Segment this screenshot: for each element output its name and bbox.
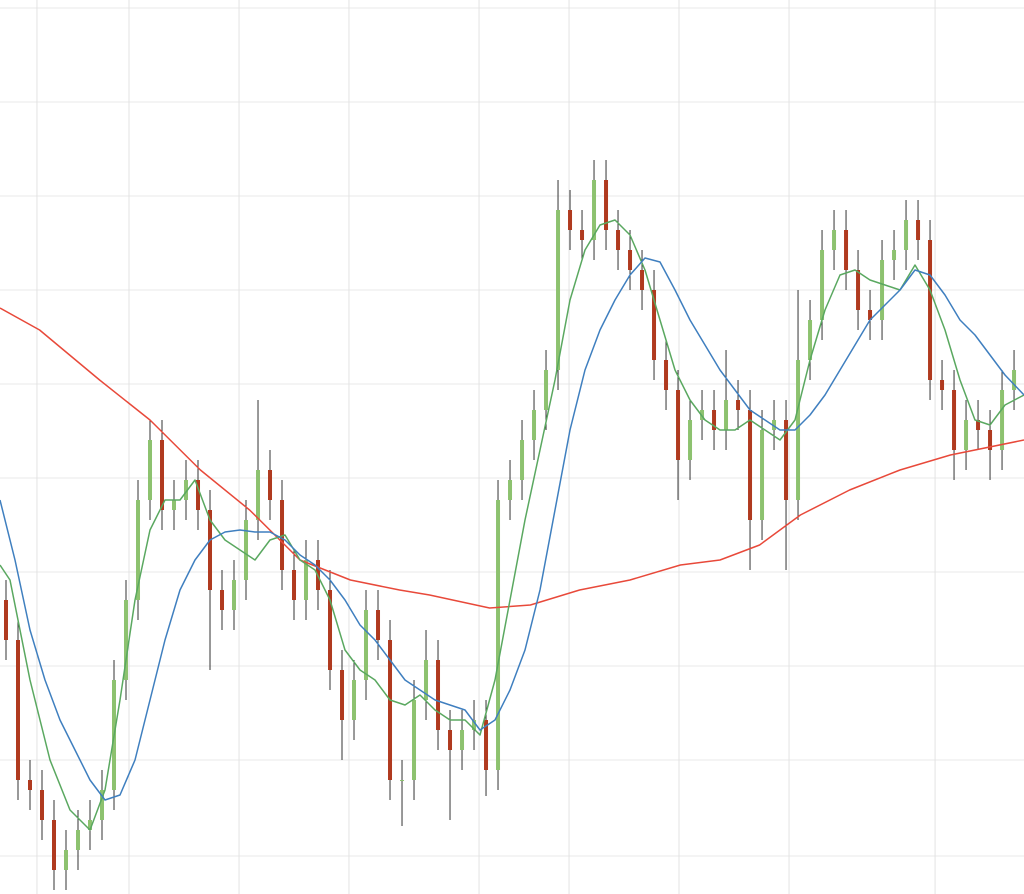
candle-body <box>88 820 93 830</box>
candle-body <box>268 470 273 500</box>
candle-body <box>1000 390 1005 450</box>
candle-body <box>172 500 177 510</box>
candle-body <box>508 480 513 500</box>
candle-body <box>220 590 225 610</box>
candle-body <box>484 720 489 770</box>
candle-body <box>400 780 405 781</box>
candle-body <box>808 320 813 360</box>
candle-body <box>556 210 561 370</box>
candle-body <box>796 360 801 500</box>
candle-body <box>256 470 261 520</box>
candle-body <box>472 720 477 730</box>
candle-body <box>160 440 165 510</box>
candle-body <box>4 600 9 640</box>
candle-body <box>364 610 369 680</box>
moving-average-line <box>0 219 1024 831</box>
candle-body <box>952 390 957 450</box>
candle-body <box>616 230 621 250</box>
candle-body <box>304 560 309 600</box>
candle-body <box>688 420 693 460</box>
candle-body <box>784 420 789 500</box>
candle-body <box>844 230 849 270</box>
candle-body <box>196 480 201 510</box>
candle-body <box>376 610 381 640</box>
candle-body <box>412 700 417 780</box>
candle-body <box>964 420 969 450</box>
candle-body <box>436 660 441 730</box>
candle-body <box>520 440 525 480</box>
candle-body <box>532 410 537 440</box>
moving-average-line <box>0 307 1024 609</box>
candle-body <box>604 180 609 230</box>
candle-body <box>652 290 657 360</box>
candle-body <box>880 260 885 320</box>
candle-body <box>52 820 57 870</box>
candle-body <box>592 180 597 240</box>
candle-body <box>208 510 213 590</box>
candle-body <box>100 790 105 820</box>
candle-body <box>352 680 357 720</box>
candle-body <box>724 400 729 430</box>
candle-body <box>940 380 945 390</box>
candle-body <box>628 250 633 270</box>
candle-body <box>496 500 501 770</box>
candle-body <box>76 830 81 850</box>
candle-body <box>16 640 21 780</box>
candle-body <box>916 220 921 240</box>
candle-body <box>664 360 669 390</box>
candle-body <box>232 580 237 610</box>
candle-body <box>244 520 249 580</box>
candle-body <box>892 250 897 260</box>
candle-body <box>544 370 549 410</box>
candle-body <box>460 730 465 750</box>
candle-body <box>40 790 45 820</box>
candle-body <box>832 230 837 250</box>
candle-body <box>676 390 681 460</box>
candle-body <box>772 420 777 430</box>
candle-body <box>640 270 645 290</box>
candle-body <box>904 220 909 250</box>
candle-body <box>448 730 453 750</box>
candle-body <box>820 250 825 320</box>
candle-body <box>340 670 345 720</box>
candle-body <box>988 430 993 450</box>
candle-body <box>148 440 153 500</box>
candle-body <box>736 400 741 410</box>
candle-body <box>292 570 297 600</box>
candle-body <box>280 500 285 570</box>
candle-body <box>928 240 933 380</box>
candle-body <box>136 500 141 600</box>
candle-body <box>424 660 429 700</box>
candle-body <box>1012 370 1017 390</box>
candle-body <box>124 600 129 680</box>
candle-body <box>568 210 573 230</box>
candle-body <box>712 410 717 430</box>
candle-body <box>856 270 861 310</box>
candle-body <box>28 780 33 790</box>
candle-body <box>64 850 69 870</box>
candle-body <box>580 230 585 240</box>
candle-body <box>328 590 333 670</box>
candle-body <box>868 310 873 320</box>
candle-body <box>184 480 189 500</box>
candle-body <box>760 430 765 520</box>
candle-body <box>748 410 753 520</box>
candle-body <box>388 640 393 780</box>
candle-body <box>976 420 981 430</box>
moving-average-line <box>0 257 1024 801</box>
